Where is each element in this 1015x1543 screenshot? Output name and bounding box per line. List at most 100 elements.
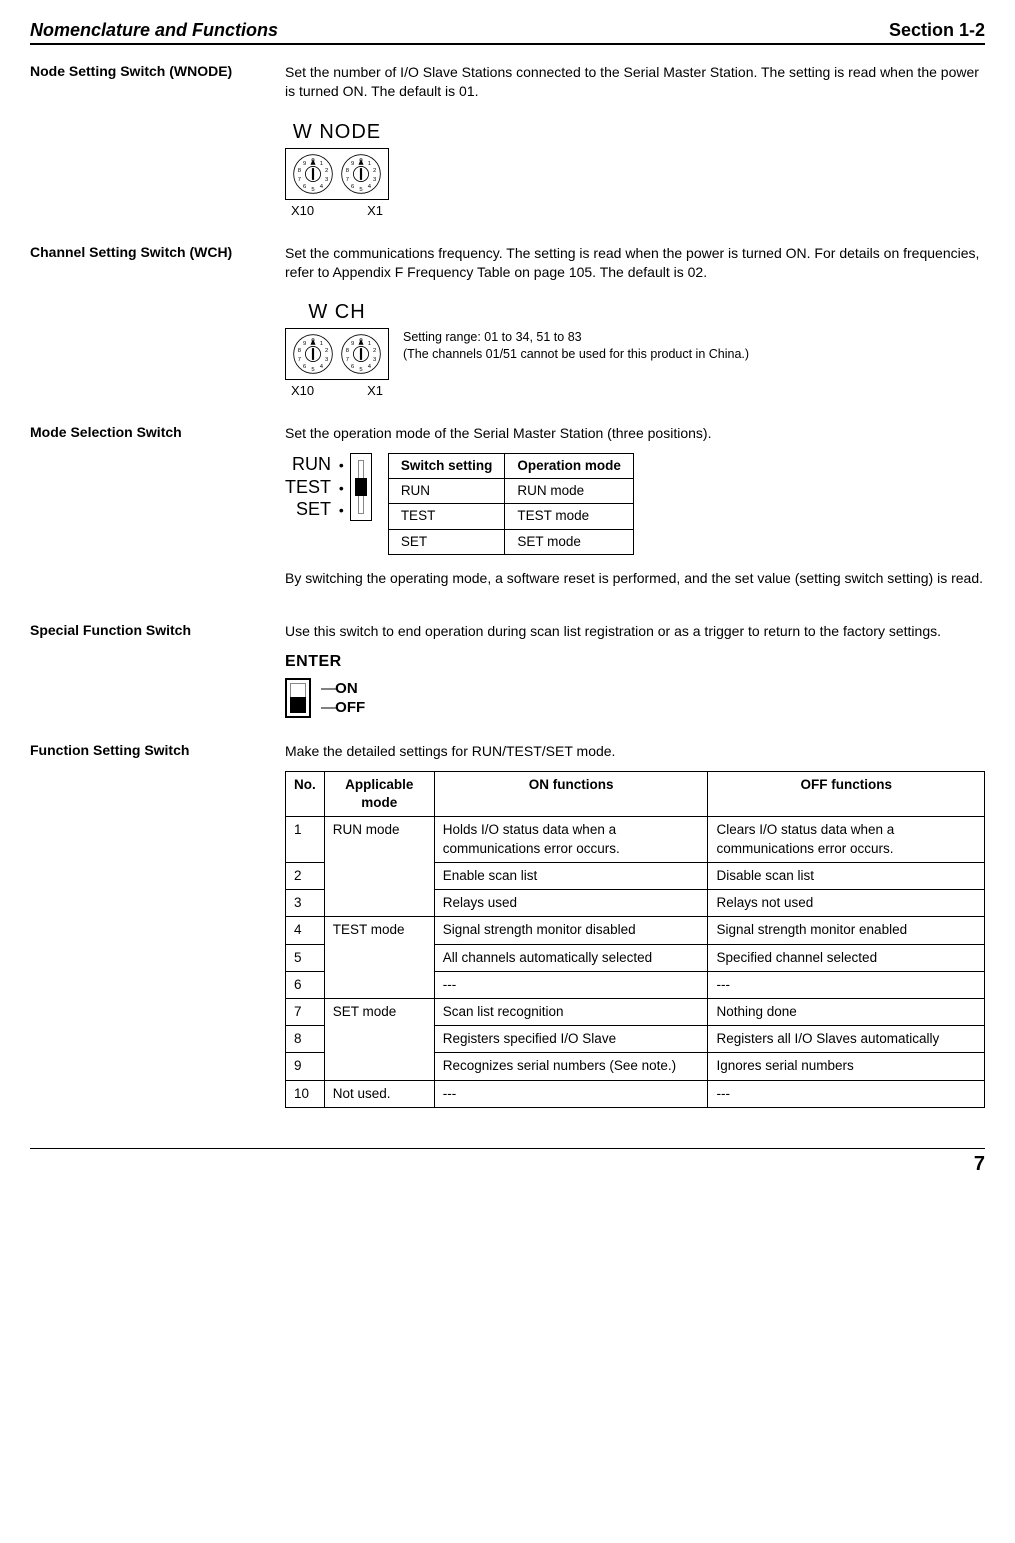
cell: Disable scan list xyxy=(708,862,985,889)
svg-text:3: 3 xyxy=(325,357,328,363)
section-special: Special Function Switch Use this switch … xyxy=(30,622,985,718)
cell: Not used. xyxy=(324,1080,434,1107)
cell: 1 xyxy=(286,817,325,862)
rotary-dial-x10[interactable]: 0123456789 xyxy=(292,333,334,375)
text-special-body: Use this switch to end operation during … xyxy=(285,622,985,641)
svg-text:6: 6 xyxy=(303,365,306,371)
svg-text:4: 4 xyxy=(320,184,324,190)
svg-text:1: 1 xyxy=(368,341,371,347)
wch-dials: 0123456789 0123456789 xyxy=(285,328,389,380)
text-wch-body: Set the communications frequency. The se… xyxy=(285,244,985,282)
label-x10: X10 xyxy=(291,382,314,400)
cell: Scan list recognition xyxy=(434,999,708,1026)
svg-text:3: 3 xyxy=(373,357,376,363)
cell: --- xyxy=(708,1080,985,1107)
wch-dial-title: W CH xyxy=(285,299,389,326)
svg-text:9: 9 xyxy=(303,341,306,347)
cell: 9 xyxy=(286,1053,325,1080)
cell: 2 xyxy=(286,862,325,889)
cell: Ignores serial numbers xyxy=(708,1053,985,1080)
wnode-dials: 0123456789 0123456789 xyxy=(285,148,389,200)
cell: 10 xyxy=(286,1080,325,1107)
mode-switch[interactable]: RUN TEST SET xyxy=(285,453,372,521)
mode-table: Switch setting Operation mode RUN RUN mo… xyxy=(388,453,634,555)
rotary-dial-x10[interactable]: 0123456789 xyxy=(292,153,334,195)
enter-switch[interactable] xyxy=(285,678,311,718)
svg-text:4: 4 xyxy=(320,365,324,371)
enter-title: ENTER xyxy=(285,651,985,673)
svg-text:8: 8 xyxy=(298,349,301,355)
svg-text:6: 6 xyxy=(351,365,354,371)
cell: All channels automatically selected xyxy=(434,944,708,971)
text-mode-body: Set the operation mode of the Serial Mas… xyxy=(285,424,985,443)
cell: TEST mode xyxy=(324,917,434,999)
label-set: SET xyxy=(285,498,344,521)
heading-special: Special Function Switch xyxy=(30,622,285,718)
table-row: Switch setting Operation mode xyxy=(388,453,633,478)
cell: Registers all I/O Slaves automatically xyxy=(708,1026,985,1053)
svg-text:4: 4 xyxy=(368,184,372,190)
mode-slider-icon xyxy=(350,453,372,521)
rotary-dial-x1[interactable]: 0123456789 xyxy=(340,333,382,375)
wch-range-note: Setting range: 01 to 34, 51 to 83 (The c… xyxy=(403,329,749,362)
text-mode-after: By switching the operating mode, a softw… xyxy=(285,569,985,588)
page-number: 7 xyxy=(30,1148,985,1176)
th-mode: Applicable mode xyxy=(324,772,434,817)
svg-text:5: 5 xyxy=(311,367,315,373)
cell: SET mode xyxy=(505,529,634,554)
rotary-dial-x1[interactable]: 0123456789 xyxy=(340,153,382,195)
cell: 4 xyxy=(286,917,325,944)
label-x10: X10 xyxy=(291,202,314,220)
section-wnode: Node Setting Switch (WNODE) Set the numb… xyxy=(30,63,985,220)
range-line2: (The channels 01/51 cannot be used for t… xyxy=(403,346,749,362)
th-off: OFF functions xyxy=(708,772,985,817)
svg-text:5: 5 xyxy=(359,187,363,193)
label-off: OFF xyxy=(321,698,365,718)
svg-text:5: 5 xyxy=(311,187,315,193)
svg-text:7: 7 xyxy=(298,357,301,363)
cell: RUN mode xyxy=(505,479,634,504)
svg-text:2: 2 xyxy=(325,168,328,174)
section-func: Function Setting Switch Make the detaile… xyxy=(30,742,985,1108)
cell: RUN xyxy=(388,479,505,504)
svg-text:4: 4 xyxy=(368,365,372,371)
section-wch: Channel Setting Switch (WCH) Set the com… xyxy=(30,244,985,400)
label-x1: X1 xyxy=(367,202,383,220)
label-run: RUN xyxy=(285,453,344,476)
svg-text:9: 9 xyxy=(351,341,354,347)
table-row: RUN RUN mode xyxy=(388,479,633,504)
cell: Clears I/O status data when a communicat… xyxy=(708,817,985,862)
cell: Signal strength monitor enabled xyxy=(708,917,985,944)
table-row: SET SET mode xyxy=(388,529,633,554)
header-section: Section 1-2 xyxy=(889,20,985,41)
svg-text:1: 1 xyxy=(320,161,323,167)
svg-text:7: 7 xyxy=(298,177,301,183)
header-title: Nomenclature and Functions xyxy=(30,20,278,41)
label-x1: X1 xyxy=(367,382,383,400)
text-wnode-body: Set the number of I/O Slave Stations con… xyxy=(285,63,985,101)
cell: --- xyxy=(708,971,985,998)
cell: 3 xyxy=(286,890,325,917)
cell: Relays used xyxy=(434,890,708,917)
svg-text:2: 2 xyxy=(325,349,328,355)
cell: 7 xyxy=(286,999,325,1026)
cell: Relays not used xyxy=(708,890,985,917)
cell: Specified channel selected xyxy=(708,944,985,971)
svg-text:1: 1 xyxy=(368,161,371,167)
svg-text:1: 1 xyxy=(320,341,323,347)
cell: SET mode xyxy=(324,999,434,1081)
mode-switch-labels: RUN TEST SET xyxy=(285,453,344,521)
cell: --- xyxy=(434,971,708,998)
table-row: 10 Not used. --- --- xyxy=(286,1080,985,1107)
th-on: ON functions xyxy=(434,772,708,817)
section-mode: Mode Selection Switch Set the operation … xyxy=(30,424,985,598)
cell: Enable scan list xyxy=(434,862,708,889)
cell: Nothing done xyxy=(708,999,985,1026)
table-row: 7 SET mode Scan list recognition Nothing… xyxy=(286,999,985,1026)
text-func-body: Make the detailed settings for RUN/TEST/… xyxy=(285,742,985,761)
wnode-dial-block: W NODE 0123456789 0123456789 X10 X1 xyxy=(285,119,389,220)
wch-dial-block: W CH 0123456789 0123456789 X10 X1 xyxy=(285,299,389,400)
svg-text:8: 8 xyxy=(346,349,349,355)
svg-text:6: 6 xyxy=(303,184,306,190)
range-line1: Setting range: 01 to 34, 51 to 83 xyxy=(403,329,749,345)
